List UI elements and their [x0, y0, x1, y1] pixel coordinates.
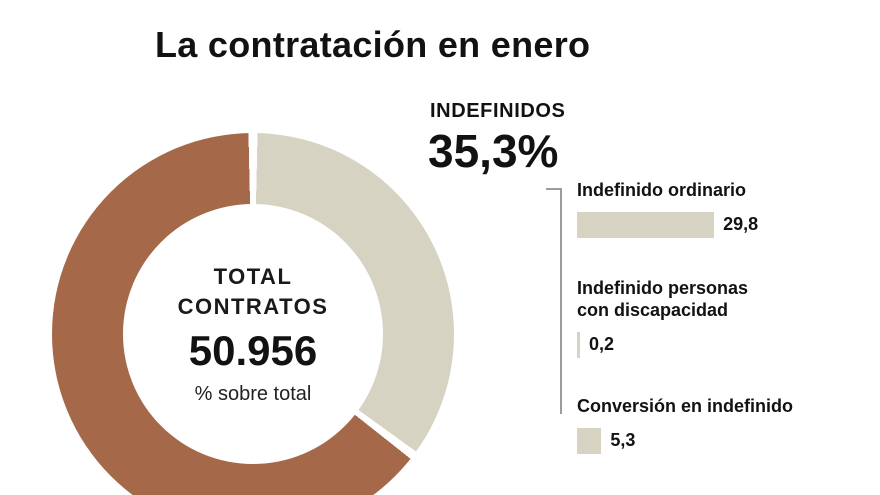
- breakdown-row: 5,3: [577, 427, 793, 454]
- center-label-line1: TOTAL: [213, 263, 293, 289]
- connector-horizontal-line: [546, 188, 562, 190]
- breakdown-row: 0,2: [577, 331, 782, 358]
- breakdown-label: Conversión en indefinido: [577, 396, 794, 416]
- donut-hole: TOTAL CONTRATOS 50.956 % sobre total: [123, 204, 383, 464]
- chart-title: La contratación en enero: [155, 24, 591, 65]
- breakdown-row: 29,8: [577, 211, 759, 238]
- breakdown-item-ordinario: Indefinido ordinario 29,8: [577, 180, 758, 238]
- breakdown-value: 5,3: [610, 430, 636, 451]
- breakdown-bar: [577, 331, 580, 358]
- center-unit-note: % sobre total: [194, 383, 312, 406]
- breakdown-bar: [577, 427, 602, 454]
- breakdown-item-discapacidad: Indefinido personas con discapacidad 0,2: [577, 278, 782, 358]
- breakdown-value: 29,8: [723, 214, 759, 235]
- breakdown-label: Indefinido personas con discapacidad: [577, 278, 749, 320]
- connector-vertical-line: [560, 188, 562, 414]
- donut-center-block: TOTAL CONTRATOS 50.956 % sobre total: [178, 262, 329, 406]
- total-contracts-value: 50.956: [188, 327, 318, 375]
- breakdown-label: Indefinido ordinario: [577, 180, 746, 200]
- donut-chart: TOTAL CONTRATOS 50.956 % sobre total: [52, 133, 454, 495]
- breakdown-value: 0,2: [589, 334, 615, 355]
- breakdown-item-conversion: Conversión en indefinido 5,3: [577, 396, 793, 454]
- highlight-segment-value: 35,3%: [428, 125, 559, 177]
- center-label-line2: CONTRATOS: [177, 293, 329, 319]
- breakdown-bar: [577, 211, 715, 238]
- highlight-segment-label: INDEFINIDOS: [430, 100, 566, 122]
